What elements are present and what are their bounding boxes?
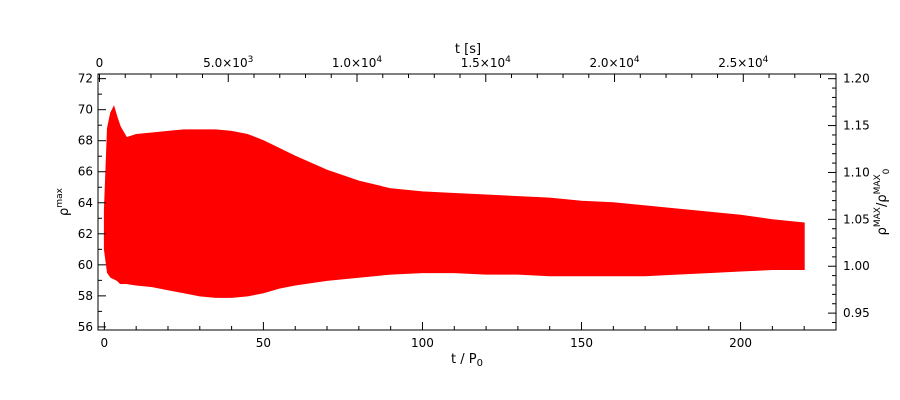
x-tick-label: 0 (101, 336, 109, 350)
top-axis-title: t [s] (455, 42, 481, 57)
right-tick-label: 1.00 (843, 259, 870, 273)
y-tick-label: 66 (78, 165, 93, 179)
y-tick-label: 72 (78, 72, 93, 86)
top-tick-label: 0 (96, 56, 104, 70)
plot-border (97, 73, 837, 331)
plot-layer (103, 105, 805, 298)
y-tick-label: 62 (78, 227, 93, 241)
plot-frame (97, 73, 837, 331)
y-tick-label: 56 (78, 320, 93, 334)
y-tick-label: 68 (78, 134, 93, 148)
right-tick-label: 0.95 (843, 306, 870, 320)
label-layer: 0 50 100 150 200 0 5.0×103 1.0×104 1.5×104 2.0×10… (55, 42, 892, 369)
y-tick-label: 58 (78, 289, 93, 303)
x-tick-label: 150 (570, 336, 593, 350)
x-axis-title: t / P0 (451, 352, 483, 369)
tick-layer (98, 74, 836, 330)
y-tick-label: 64 (78, 196, 93, 210)
right-axis-title: ρMAX/ρMAX0 (873, 168, 892, 235)
y-axis-title: ρmax (55, 187, 72, 216)
right-tick-label: 1.20 (843, 72, 870, 86)
top-tick-label: 1.0×104 (332, 55, 382, 70)
x-tick-label: 200 (729, 336, 752, 350)
top-tick-label: 5.0×103 (203, 55, 253, 70)
series-envelope-0 (103, 105, 805, 298)
x-tick-label: 50 (256, 336, 271, 350)
top-tick-label: 2.0×104 (589, 55, 639, 70)
y-tick-label: 70 (78, 103, 93, 117)
top-tick-label: 2.5×104 (718, 55, 768, 70)
right-tick-label: 1.10 (843, 165, 870, 179)
right-tick-label: 1.05 (843, 212, 870, 226)
x-tick-label: 100 (411, 336, 434, 350)
right-tick-label: 1.15 (843, 119, 870, 133)
y-tick-label: 60 (78, 258, 93, 272)
top-tick-label: 1.5×104 (461, 55, 511, 70)
